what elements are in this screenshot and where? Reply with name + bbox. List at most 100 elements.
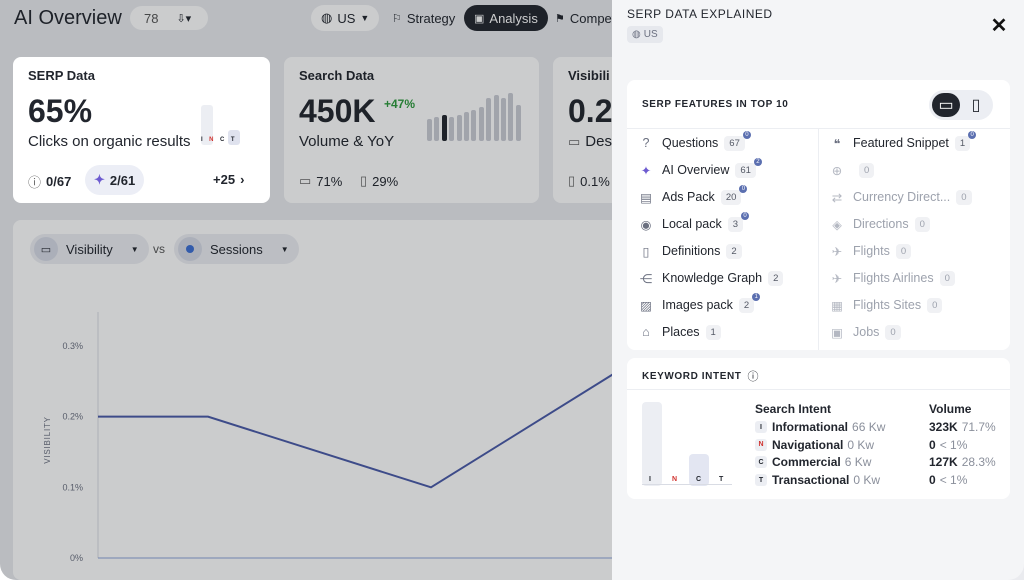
feature-item[interactable]: ▦ Flights Sites 0 <box>830 296 943 314</box>
feature-badge: 0 <box>968 130 977 139</box>
chevron-down-icon: ▼ <box>130 244 139 254</box>
feature-item[interactable]: ? Questions 67 0 <box>639 130 751 152</box>
feature-count-value: 0 <box>961 191 967 203</box>
feature-count-value: 0 <box>890 326 896 338</box>
intent-volume-pct: < 1% <box>939 473 968 488</box>
intent-row: I Informational 66 Kw <box>755 420 885 434</box>
feature-item[interactable]: ▯ Definitions 2 <box>639 242 742 260</box>
feature-item[interactable]: ⌂ Places 1 <box>639 323 721 341</box>
device-toggle: ▭ ▯ <box>929 90 993 120</box>
search-data-card[interactable]: Search Data 450K +47% Volume & YoY ▭ 71%… <box>284 57 539 203</box>
feature-count: 67 0 <box>724 130 751 151</box>
globe-icon: ◍ <box>321 10 333 25</box>
trend-bar <box>486 97 492 141</box>
feature-item[interactable]: ✈ Flights 0 <box>830 242 912 260</box>
feature-count-value: 61 <box>740 164 751 176</box>
feature-label: Images pack <box>662 298 733 312</box>
globe-icon: ◍ <box>632 29 641 40</box>
feature-count-value: 2 <box>731 245 737 257</box>
intent-volume-value: 323K <box>929 420 958 434</box>
feature-count-value: 1 <box>959 137 966 149</box>
intent-row: T Transactional 0 Kw <box>755 473 880 487</box>
feature-label: Jobs <box>853 325 880 339</box>
mobile-share: ▯ 29% <box>360 173 398 189</box>
question-icon: ⓘ <box>28 175 42 190</box>
count-pill[interactable]: 78 ⇩▾ <box>130 6 208 30</box>
bar-letter-n: N <box>672 476 678 483</box>
trend-bar <box>441 114 447 141</box>
feature-count: 1 <box>705 324 721 340</box>
intent-bar-c <box>228 130 240 145</box>
intent-row: N Navigational 0 Kw <box>755 438 874 452</box>
feature-item[interactable]: ✈ Flights Airlines 0 <box>830 269 955 287</box>
feature-count: 2 <box>768 270 784 286</box>
info-icon[interactable]: ⓘ <box>747 371 760 383</box>
tab-competitors[interactable]: ⚑ Compet <box>545 5 625 31</box>
intent-volume: 0 < 1% <box>929 438 967 452</box>
feature-badge: 0 <box>742 130 751 139</box>
metric-select-visibility[interactable]: ▭ Visibility ▼ <box>30 234 149 264</box>
feature-count-value: 1 <box>710 326 716 338</box>
tab-analysis-label: Analysis <box>489 10 538 26</box>
intent-letter-badge: T <box>755 474 767 487</box>
country-select[interactable]: ◍ US ▼ <box>311 5 380 31</box>
feature-count: 0 <box>859 162 875 178</box>
feature-label: Directions <box>853 217 909 231</box>
ai-overview-stat[interactable]: ✦ 2/61 <box>85 165 145 195</box>
intent-letters: INCT <box>201 137 261 143</box>
tab-analysis[interactable]: ▣ Analysis <box>464 5 548 31</box>
feature-label: Ads Pack <box>662 190 715 204</box>
feature-item[interactable]: ▨ Images pack 2 1 <box>639 292 761 314</box>
desktop-toggle-icon[interactable]: ▭ <box>932 93 960 117</box>
more-features-link[interactable]: +25 › <box>213 172 244 187</box>
intent-bar-i <box>201 105 213 145</box>
visibility-mobile: ▯ 0.1% <box>568 173 610 189</box>
feature-item[interactable]: ◉ Local pack 3 0 <box>639 211 750 233</box>
places-icon: ⌂ <box>642 325 650 339</box>
intent-volume-pct: 71.7% <box>961 420 996 434</box>
feature-label: Knowledge Graph <box>662 271 763 285</box>
trend-bar <box>427 119 432 141</box>
feature-count: 20 0 <box>720 184 748 205</box>
serp-features-box: SERP FEATURES IN TOP 10 ▭ ▯ ? Questions 67… <box>627 80 1010 350</box>
y-tick-label: 0.1% <box>62 482 83 492</box>
feature-item[interactable]: ⇄ Currency Direct... 0 <box>830 188 972 206</box>
mobile-toggle-icon[interactable]: ▯ <box>971 97 981 114</box>
visibility-desktop: ▭ Des <box>568 133 612 150</box>
feature-item[interactable]: ❝ Featured Snippet 1 0 <box>830 130 977 152</box>
metric-select-sessions[interactable]: Sessions ▼ <box>174 234 299 264</box>
letter-i: I <box>201 137 210 143</box>
intent-keywords: 6 Kw <box>844 455 872 470</box>
feature-item[interactable]: ⋲ Knowledge Graph 2 <box>639 269 784 287</box>
desktop-icon: ▭ <box>299 173 312 188</box>
feature-item[interactable]: ⊕ 0 <box>830 161 875 179</box>
intent-col-header: Search Intent <box>755 402 832 416</box>
feature-count-value: 0 <box>864 164 870 176</box>
close-icon[interactable]: ✕ <box>990 14 1008 37</box>
volume-label: Volume & YoY <box>299 133 395 150</box>
feature-badge: 1 <box>752 292 761 301</box>
y-axis-label: VISIBILITY <box>43 416 52 464</box>
download-icon[interactable]: ⇩▾ <box>176 12 192 25</box>
feature-item[interactable]: ◈ Directions 0 <box>830 215 930 233</box>
y-tick-label: 0.3% <box>62 341 83 351</box>
letter-t: T <box>230 137 242 143</box>
ai-overview-stat-value: 2/61 <box>109 172 136 188</box>
y-tick-label: 0.2% <box>62 412 83 422</box>
desktop-share: ▭ 71% <box>299 173 342 189</box>
tab-strategy[interactable]: ⚐ Strategy <box>382 5 465 31</box>
bar-baseline <box>642 484 732 485</box>
trend-bar <box>464 112 469 141</box>
dot-icon <box>178 237 202 261</box>
feature-item[interactable]: ▤ Ads Pack 20 0 <box>639 184 748 206</box>
feature-item[interactable]: ✦ AI Overview 61 2 <box>639 157 762 179</box>
divider <box>627 389 1010 390</box>
feature-badge: 0 <box>739 184 748 193</box>
feature-badge: 2 <box>753 157 762 166</box>
intent-bar-commercial <box>689 454 709 486</box>
intent-row: C Commercial 6 Kw <box>755 455 871 469</box>
feature-item[interactable]: ▣ Jobs 0 <box>830 323 901 341</box>
visibility-value: 0.2 <box>568 93 613 129</box>
serp-data-card[interactable]: SERP Data 65% Clicks on organic results … <box>13 57 270 203</box>
